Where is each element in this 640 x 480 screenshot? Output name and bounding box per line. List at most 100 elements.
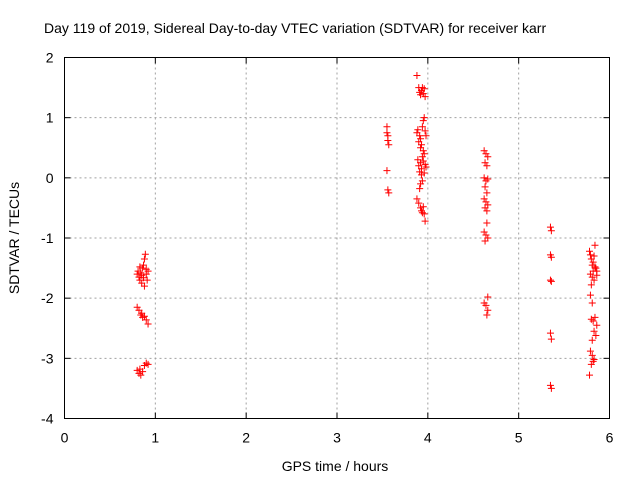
data-point xyxy=(138,309,146,317)
data-point xyxy=(416,185,424,193)
data-point xyxy=(586,247,594,255)
data-point xyxy=(484,175,492,183)
x-tick-label: 3 xyxy=(333,430,341,446)
y-tick-label: -3 xyxy=(41,350,54,366)
data-point xyxy=(483,189,491,197)
data-point xyxy=(546,276,554,284)
y-tick-label: 2 xyxy=(46,50,54,66)
data-point xyxy=(589,258,597,266)
x-tick-label: 2 xyxy=(242,430,250,446)
data-point xyxy=(383,167,391,175)
data-point xyxy=(483,311,491,319)
data-point xyxy=(481,204,489,212)
data-point xyxy=(140,261,148,269)
data-point xyxy=(413,72,421,80)
data-point xyxy=(480,195,488,203)
x-tick-label: 5 xyxy=(515,430,523,446)
data-point xyxy=(418,209,426,217)
data-point xyxy=(419,157,427,165)
data-point xyxy=(420,210,428,218)
data-point xyxy=(547,227,555,235)
data-point xyxy=(419,117,427,125)
chart-title: Day 119 of 2019, Sidereal Day-to-day VTE… xyxy=(44,20,546,36)
data-point xyxy=(482,231,490,239)
data-point xyxy=(420,150,428,158)
data-point xyxy=(140,282,148,290)
data-point xyxy=(546,381,554,389)
data-point xyxy=(589,357,597,365)
data-point xyxy=(383,129,391,137)
data-point xyxy=(589,267,597,275)
x-tick-label: 6 xyxy=(606,430,614,446)
data-point xyxy=(385,189,393,197)
data-point xyxy=(586,347,594,355)
data-point xyxy=(137,371,145,379)
data-point xyxy=(142,265,150,273)
data-point xyxy=(546,223,554,231)
data-point xyxy=(593,271,601,279)
data-point xyxy=(592,331,600,339)
data-point xyxy=(421,127,429,135)
data-point xyxy=(419,147,427,155)
data-point xyxy=(416,132,424,140)
y-tick-label: -2 xyxy=(41,290,54,306)
data-point xyxy=(482,177,490,185)
data-point xyxy=(418,177,426,185)
data-point xyxy=(144,360,152,368)
data-point xyxy=(547,335,555,343)
data-point xyxy=(484,293,492,301)
data-point xyxy=(421,217,429,225)
data-point xyxy=(547,384,555,392)
data-point xyxy=(590,276,598,284)
data-point xyxy=(480,147,488,155)
data-point xyxy=(384,186,392,194)
data-point xyxy=(417,135,425,143)
data-point xyxy=(483,219,491,227)
y-tick-label: -4 xyxy=(41,411,54,427)
y-tick-label: 1 xyxy=(46,110,54,126)
data-point xyxy=(590,252,598,260)
data-point xyxy=(418,153,426,161)
data-point xyxy=(481,159,489,167)
data-point xyxy=(481,183,489,191)
data-point xyxy=(384,137,392,145)
x-tick-labels: 0 1 2 3 4 5 6 xyxy=(61,430,614,446)
x-axis-label: GPS time / hours xyxy=(282,458,389,474)
data-point xyxy=(421,93,429,101)
x-tick-label: 4 xyxy=(424,430,432,446)
axis-ticks xyxy=(64,57,610,419)
data-point xyxy=(587,315,595,323)
data-point xyxy=(417,165,425,173)
x-tick-label: 0 xyxy=(61,430,69,446)
data-point xyxy=(419,203,427,211)
data-point xyxy=(588,336,596,344)
data-point xyxy=(414,126,422,134)
x-tick-label: 1 xyxy=(151,430,159,446)
data-point xyxy=(136,263,144,271)
data-point xyxy=(586,291,594,299)
data-point xyxy=(547,253,555,261)
data-point xyxy=(136,276,144,284)
data-point xyxy=(383,123,391,131)
data-point xyxy=(135,369,143,377)
data-point xyxy=(420,114,428,122)
data-point xyxy=(143,276,151,284)
data-point xyxy=(590,327,598,335)
data-point xyxy=(591,313,599,321)
data-point xyxy=(133,303,141,311)
data-point xyxy=(591,241,599,249)
data-point xyxy=(422,132,430,140)
data-point xyxy=(588,351,596,359)
data-point xyxy=(422,163,430,171)
data-point xyxy=(546,329,554,337)
y-tick-labels: 2 1 0 -1 -2 -3 -4 xyxy=(41,50,54,427)
data-point xyxy=(140,255,148,263)
data-point xyxy=(420,85,428,93)
y-tick-label: -1 xyxy=(41,230,54,246)
data-point xyxy=(140,274,148,282)
data-point xyxy=(417,141,425,149)
y-tick-label: 0 xyxy=(46,170,54,186)
data-point xyxy=(587,281,595,289)
data-point xyxy=(593,321,601,329)
data-point xyxy=(483,162,491,170)
